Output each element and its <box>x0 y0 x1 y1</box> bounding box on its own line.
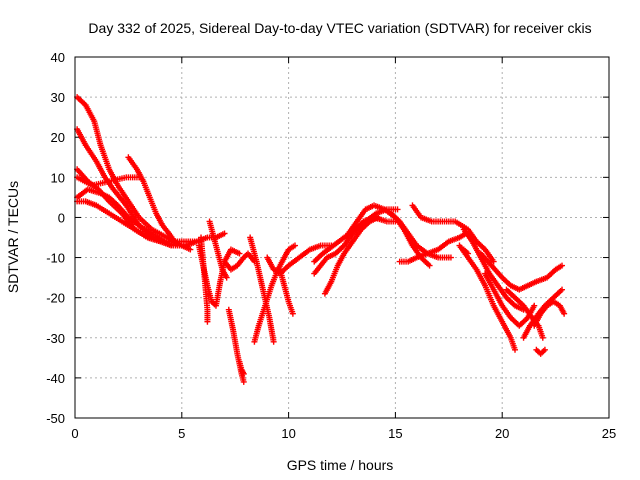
x-tick-label: 5 <box>178 426 185 441</box>
data-point <box>426 262 433 269</box>
x-tick-label: 15 <box>388 426 402 441</box>
series-sat-y <box>396 230 476 265</box>
data-point <box>240 370 247 377</box>
data-point <box>447 254 454 261</box>
x-tick-labels: 0 5 10 15 20 25 <box>71 426 616 441</box>
y-tick-label: 20 <box>51 130 65 145</box>
y-tick-label: 30 <box>51 90 65 105</box>
series-sat-t <box>321 214 382 297</box>
series-sat-ag <box>533 346 548 357</box>
series-sat-j <box>206 218 230 281</box>
data-point <box>292 242 299 249</box>
data-point <box>289 310 296 317</box>
data-point <box>221 230 228 237</box>
series-sat-r <box>264 242 335 277</box>
series-sat-o <box>247 234 277 345</box>
x-tick-label: 0 <box>71 426 78 441</box>
y-tick-label: -10 <box>46 251 65 266</box>
data-point <box>223 274 230 281</box>
data-point <box>236 250 243 257</box>
data-point <box>559 286 566 293</box>
data-point <box>187 246 194 253</box>
y-tick-label: 0 <box>58 210 65 225</box>
y-tick-label: -20 <box>46 291 65 306</box>
x-tick-label: 20 <box>495 426 509 441</box>
data-point <box>465 250 472 257</box>
data-point <box>531 302 538 309</box>
series-sat-x <box>409 202 497 265</box>
data-marks <box>74 94 568 385</box>
y-tick-labels: -50 -40 -30 -20 -10 0 10 20 30 40 <box>46 50 65 426</box>
data-point <box>539 334 546 341</box>
plot-frame <box>74 56 610 419</box>
data-point <box>174 242 181 249</box>
series-sat-q <box>277 266 296 317</box>
chart-title: Day 332 of 2025, Sidereal Day-to-day VTE… <box>88 20 591 36</box>
series-sat-n <box>221 250 258 273</box>
data-point <box>561 310 568 317</box>
series-sat-f <box>74 198 175 249</box>
data-point <box>270 338 277 345</box>
data-point <box>394 206 401 213</box>
series-sat-aa <box>456 242 519 353</box>
x-tick-label: 25 <box>602 426 616 441</box>
y-tick-label: -40 <box>46 371 65 386</box>
y-tick-label: -50 <box>46 411 65 426</box>
data-point <box>559 262 566 269</box>
series-sat-ab <box>477 250 566 293</box>
series-sat-g <box>125 154 181 249</box>
series-sat-af <box>531 298 568 329</box>
series-sat-m <box>236 358 247 377</box>
data-point <box>541 346 548 353</box>
data-point <box>240 378 247 385</box>
data-point <box>168 242 175 249</box>
data-point <box>490 258 497 265</box>
data-point <box>204 318 211 325</box>
y-tick-label: 40 <box>51 50 65 65</box>
series-sat-ah <box>460 246 472 257</box>
y-tick-label: -30 <box>46 331 65 346</box>
y-axis-label: SDTVAR / TECUs <box>5 181 21 293</box>
data-point <box>512 346 519 353</box>
x-axis-label: GPS time / hours <box>287 457 394 473</box>
x-tick-label: 10 <box>281 426 295 441</box>
y-tick-label: 10 <box>51 170 65 185</box>
series-sat-k <box>198 234 211 325</box>
